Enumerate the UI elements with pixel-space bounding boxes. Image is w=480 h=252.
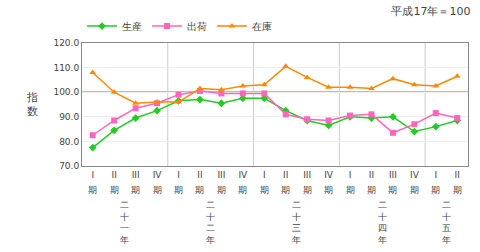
svg-text:期: 期 [153, 185, 162, 195]
svg-text:110.0: 110.0 [53, 63, 79, 73]
svg-text:期: 期 [195, 185, 204, 195]
svg-text:期: 期 [388, 185, 397, 195]
svg-text:90.0: 90.0 [59, 112, 79, 122]
svg-text:IV: IV [238, 170, 248, 180]
svg-text:期: 期 [238, 185, 247, 195]
svg-text:I: I [177, 170, 180, 180]
svg-text:期: 期 [88, 185, 97, 195]
svg-text:二十四年: 二十四年 [378, 200, 387, 245]
svg-text:二十五年: 二十五年 [442, 200, 451, 245]
svg-text:III: III [217, 170, 225, 180]
svg-text:平成17年＝100: 平成17年＝100 [391, 5, 470, 18]
svg-text:II: II [197, 170, 202, 180]
svg-text:II: II [455, 170, 460, 180]
svg-text:期: 期 [346, 185, 355, 195]
svg-text:期: 期 [281, 185, 290, 195]
svg-text:IV: IV [324, 170, 334, 180]
svg-text:期: 期 [131, 185, 140, 195]
svg-text:I: I [435, 170, 438, 180]
svg-text:期: 期 [324, 185, 333, 195]
svg-text:120.0: 120.0 [53, 38, 79, 48]
svg-text:100.0: 100.0 [53, 87, 79, 97]
svg-text:期: 期 [431, 185, 440, 195]
svg-text:出荷: 出荷 [187, 21, 207, 32]
svg-text:指数: 指数 [26, 91, 38, 118]
svg-text:II: II [112, 170, 117, 180]
svg-text:II: II [369, 170, 374, 180]
svg-text:期: 期 [110, 185, 119, 195]
svg-text:期: 期 [260, 185, 269, 195]
svg-text:I: I [349, 170, 352, 180]
svg-text:期: 期 [410, 185, 419, 195]
svg-text:III: III [389, 170, 397, 180]
svg-text:期: 期 [217, 185, 226, 195]
svg-text:III: III [303, 170, 311, 180]
svg-text:期: 期 [453, 185, 462, 195]
svg-text:IV: IV [153, 170, 163, 180]
svg-text:生産: 生産 [122, 21, 142, 32]
svg-text:IV: IV [410, 170, 420, 180]
svg-text:期: 期 [174, 185, 183, 195]
svg-text:二十三年: 二十三年 [292, 200, 301, 245]
svg-text:期: 期 [303, 185, 312, 195]
svg-text:III: III [132, 170, 140, 180]
svg-text:期: 期 [367, 185, 376, 195]
svg-text:二十二年: 二十二年 [206, 200, 215, 245]
svg-text:80.0: 80.0 [59, 137, 79, 147]
svg-text:二十一年: 二十一年 [120, 200, 129, 245]
svg-text:70.0: 70.0 [59, 161, 79, 171]
svg-text:II: II [283, 170, 288, 180]
svg-text:I: I [91, 170, 94, 180]
svg-text:在庫: 在庫 [252, 21, 272, 32]
svg-text:I: I [263, 170, 266, 180]
